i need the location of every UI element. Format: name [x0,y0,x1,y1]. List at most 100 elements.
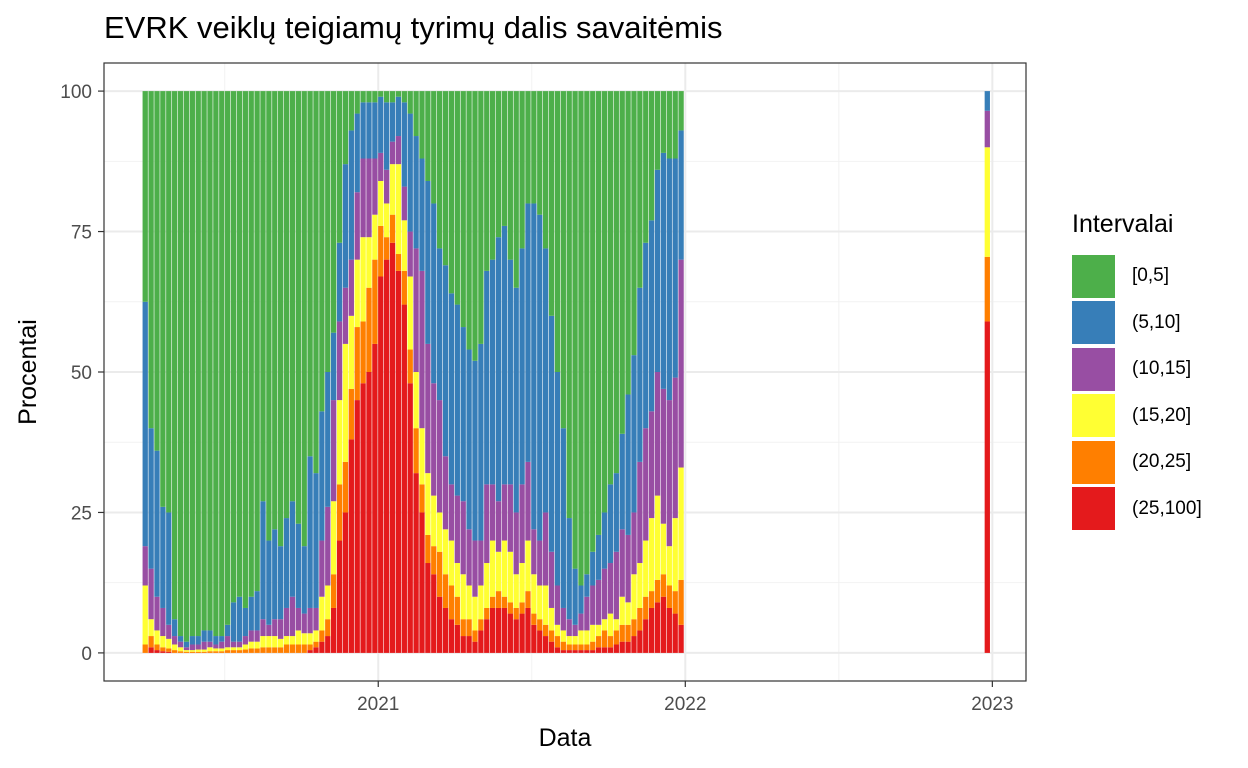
bar-segment [431,203,437,384]
bar-segment [413,91,419,137]
bar-segment [566,636,572,645]
bar-segment [595,647,602,653]
bar-segment [366,158,372,238]
legend-swatch [1072,347,1115,391]
bar-segment [554,636,561,648]
bar-segment [566,644,572,651]
bar-segment [572,644,578,651]
bar-segment [537,91,543,215]
bar-segment [236,647,243,651]
bar-segment [607,636,614,648]
bar-segment [495,501,502,552]
bar-segment [378,152,384,181]
bar-stack [389,91,396,653]
bar-segment [272,91,278,530]
bar-segment [360,321,366,384]
bar-segment [625,624,631,642]
bar-stack [437,91,443,653]
bar-segment [590,641,596,651]
bar-segment [242,644,248,650]
bar-stack [172,91,178,653]
bar-stack [154,91,160,653]
bar-segment [289,644,296,653]
bar-segment [260,647,266,653]
bar-segment [395,270,402,653]
bar-stack [395,91,402,653]
bar-segment [301,633,307,645]
bar-segment [595,636,602,648]
bar-segment [525,591,531,608]
bar-segment [543,585,549,625]
bar-stack [142,91,148,653]
bar-stack [519,91,525,653]
bar-stack [484,91,490,653]
bar-segment [484,563,490,608]
bar-segment [266,647,272,653]
bar-stack [554,91,561,653]
bar-stack [643,91,649,653]
bar-segment [225,91,231,625]
bar-segment [654,169,661,372]
bar-segment [595,579,602,625]
bar-segment [578,630,584,645]
bar-segment [213,651,219,653]
bar-segment [625,91,631,395]
bar-segment [431,495,437,547]
bar-segment [189,636,195,645]
bar-segment [448,484,455,541]
bar-segment [166,512,172,625]
bar-segment [283,644,290,653]
bar-segment [413,248,419,372]
bar-segment [177,647,184,652]
bar-segment [183,641,190,648]
bar-segment [384,259,390,653]
legend-item: (10,15] [1072,346,1202,392]
bar-segment [631,574,637,620]
bar-segment [519,91,525,249]
bar-stack [495,91,502,653]
bar-segment [278,619,284,639]
bar-segment [325,91,331,372]
legend-item: (15,20] [1072,393,1202,439]
bar-segment [619,596,625,625]
bar-segment [260,501,266,620]
bar-segment [372,259,378,344]
bar-stack [460,91,466,653]
bar-segment [160,647,166,652]
bar-segment [501,484,508,541]
bar-segment [378,225,384,277]
bar-segment [454,563,460,597]
bar-segment [590,624,596,642]
bar-segment [395,164,402,255]
bar-stack [466,91,472,653]
bar-segment [531,529,537,575]
bar-segment [572,650,578,653]
bar-segment [531,574,537,614]
bar-stack [678,91,684,653]
bar-segment [154,450,160,597]
bar-segment [195,636,201,645]
bar-segment [160,91,166,507]
bar-segment [177,91,184,637]
bar-segment [236,596,243,642]
bar-segment [519,563,525,603]
bar-segment [607,563,614,614]
bar-segment [342,343,349,462]
bar-segment [590,91,596,552]
bar-segment [295,91,301,524]
bar-segment [160,651,166,653]
bar-segment [360,383,366,653]
legend-item: (5,10] [1072,300,1202,346]
bar-stack [201,91,207,653]
bar-segment [472,596,478,631]
bar-segment [537,214,543,541]
bar-segment [213,636,219,645]
bar-segment [654,579,661,603]
bar-segment [236,650,243,653]
bar-segment [389,141,396,165]
bar-segment [201,630,207,642]
bar-segment [378,96,384,153]
bar-segment [295,644,301,653]
bar-segment [631,636,637,653]
bar-segment [513,574,519,608]
